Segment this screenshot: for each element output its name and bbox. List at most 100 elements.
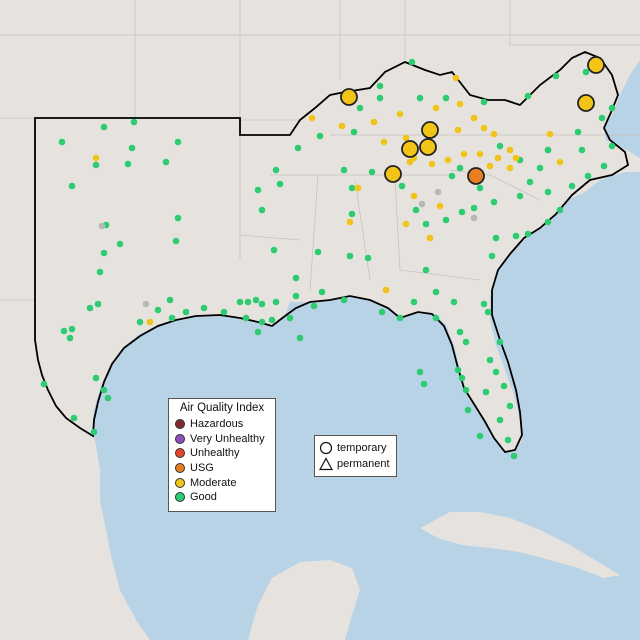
legend-label-very-unhealthy: Very Unhealthy xyxy=(190,432,265,445)
moderate-monitor-marker xyxy=(512,154,520,162)
good-monitor-marker xyxy=(378,308,386,316)
legend-row-unhealthy: Unhealthy xyxy=(175,446,269,461)
good-monitor-marker xyxy=(496,142,504,150)
good-monitor-marker xyxy=(492,368,500,376)
moderate-temporary-monitor-marker xyxy=(577,94,595,112)
moderate-temporary-monitor-marker xyxy=(340,88,358,106)
usg-swatch-icon xyxy=(175,463,185,474)
good-monitor-marker xyxy=(236,298,244,306)
good-monitor-marker xyxy=(456,164,464,172)
moderate-monitor-marker xyxy=(428,160,436,168)
good-monitor-marker xyxy=(292,274,300,282)
moderate-temporary-monitor-marker xyxy=(587,56,605,74)
moderate-monitor-marker xyxy=(426,234,434,242)
good-monitor-marker xyxy=(116,240,124,248)
good-monitor-marker xyxy=(480,300,488,308)
moderate-monitor-marker xyxy=(436,202,444,210)
no-data-monitor-marker xyxy=(418,200,426,208)
moderate-monitor-marker xyxy=(490,130,498,138)
good-monitor-marker xyxy=(470,204,478,212)
good-monitor-marker xyxy=(410,298,418,306)
good-monitor-marker xyxy=(128,144,136,152)
good-monitor-marker xyxy=(526,178,534,186)
moderate-monitor-marker xyxy=(370,118,378,126)
unhealthy-swatch-icon xyxy=(175,448,185,459)
circle-icon xyxy=(319,441,333,455)
good-monitor-marker xyxy=(552,72,560,80)
good-monitor-marker xyxy=(608,142,616,150)
good-monitor-marker xyxy=(60,327,68,335)
good-monitor-marker xyxy=(512,232,520,240)
legend-row-usg: USG xyxy=(175,461,269,476)
good-monitor-marker xyxy=(292,292,300,300)
good-monitor-marker xyxy=(578,146,586,154)
region-outline xyxy=(34,51,630,453)
good-monitor-marker xyxy=(100,249,108,257)
usg-temporary-monitor-marker xyxy=(467,167,485,185)
good-monitor-marker xyxy=(458,208,466,216)
legend-row-hazardous: Hazardous xyxy=(175,417,269,432)
moderate-monitor-marker xyxy=(338,122,346,130)
good-monitor-marker xyxy=(536,164,544,172)
good-swatch-icon xyxy=(175,492,185,503)
good-monitor-marker xyxy=(376,94,384,102)
no-data-monitor-marker xyxy=(98,222,106,230)
moderate-monitor-marker xyxy=(460,150,468,158)
good-monitor-marker xyxy=(258,206,266,214)
moderate-monitor-marker xyxy=(92,154,100,162)
good-monitor-marker xyxy=(376,82,384,90)
good-monitor-marker xyxy=(100,123,108,131)
good-monitor-marker xyxy=(482,388,490,396)
moderate-monitor-marker xyxy=(470,114,478,122)
shape-label-permanent: permanent xyxy=(337,458,390,470)
good-monitor-marker xyxy=(58,138,66,146)
good-monitor-marker xyxy=(154,306,162,314)
moderate-monitor-marker xyxy=(454,126,462,134)
good-monitor-marker xyxy=(600,162,608,170)
good-monitor-marker xyxy=(258,318,266,326)
legend-title: Air Quality Index xyxy=(179,402,265,414)
good-monitor-marker xyxy=(296,334,304,342)
moderate-monitor-marker xyxy=(346,218,354,226)
good-monitor-marker xyxy=(488,252,496,260)
moderate-monitor-marker xyxy=(396,110,404,118)
moderate-monitor-marker xyxy=(556,158,564,166)
moderate-monitor-marker xyxy=(406,158,414,166)
good-monitor-marker xyxy=(364,254,372,262)
good-monitor-marker xyxy=(100,386,108,394)
moderate-monitor-marker xyxy=(444,156,452,164)
good-monitor-marker xyxy=(582,68,590,76)
good-monitor-marker xyxy=(492,234,500,242)
good-monitor-marker xyxy=(294,144,302,152)
good-monitor-marker xyxy=(516,192,524,200)
good-monitor-marker xyxy=(510,452,518,460)
good-monitor-marker xyxy=(416,368,424,376)
good-monitor-marker xyxy=(244,298,252,306)
good-monitor-marker xyxy=(182,308,190,316)
moderate-monitor-marker xyxy=(402,134,410,142)
good-monitor-marker xyxy=(544,146,552,154)
legend-label-good: Good xyxy=(190,491,217,504)
good-monitor-marker xyxy=(272,298,280,306)
legend-row-good: Good xyxy=(175,490,269,505)
good-monitor-marker xyxy=(68,182,76,190)
moderate-monitor-marker xyxy=(506,164,514,172)
legend-row-moderate: Moderate xyxy=(175,475,269,490)
good-monitor-marker xyxy=(92,161,100,169)
good-monitor-marker xyxy=(168,314,176,322)
moderate-monitor-marker xyxy=(494,154,502,162)
good-monitor-marker xyxy=(484,308,492,316)
good-monitor-marker xyxy=(272,166,280,174)
shape-row-temporary: temporary xyxy=(319,440,392,456)
good-monitor-marker xyxy=(86,304,94,312)
good-monitor-marker xyxy=(318,288,326,296)
good-monitor-marker xyxy=(500,382,508,390)
good-monitor-marker xyxy=(556,206,564,214)
good-monitor-marker xyxy=(398,182,406,190)
good-monitor-marker xyxy=(166,296,174,304)
good-monitor-marker xyxy=(432,288,440,296)
good-monitor-marker xyxy=(252,296,260,304)
moderate-swatch-icon xyxy=(175,477,185,488)
